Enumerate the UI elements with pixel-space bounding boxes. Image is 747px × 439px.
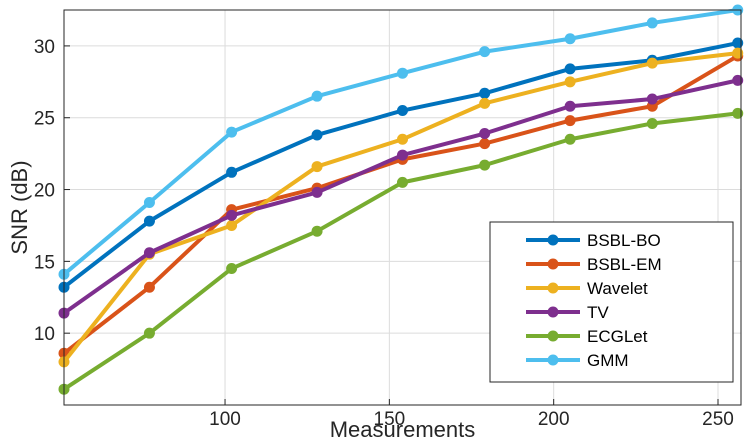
- data-point-gmm: [226, 126, 238, 138]
- data-point-tv: [646, 93, 658, 105]
- legend-entry-tv: TV: [526, 303, 609, 322]
- data-point-bsbl-bo: [143, 215, 155, 227]
- series-gmm: [58, 4, 744, 280]
- legend-label: BSBL-EM: [587, 255, 662, 274]
- data-point-ecglet: [143, 327, 155, 339]
- data-point-wavelet: [646, 57, 658, 69]
- data-point-ecglet: [479, 159, 491, 171]
- data-point-tv: [564, 100, 576, 112]
- legend-entry-gmm: GMM: [526, 351, 629, 370]
- series-tv: [58, 74, 744, 319]
- data-point-ecglet: [226, 263, 238, 275]
- data-point-gmm: [143, 196, 155, 208]
- data-point-wavelet: [311, 161, 323, 173]
- plot-frame: [63, 9, 742, 406]
- data-point-gmm: [646, 17, 658, 29]
- y-axis-label: SNR (dB): [7, 160, 32, 254]
- legend-label: Wavelet: [587, 279, 648, 298]
- legend-box: [489, 221, 734, 383]
- data-point-wavelet: [397, 133, 408, 145]
- legend-swatch-marker: [547, 354, 559, 366]
- legend-entry-ecglet: ECGLet: [526, 327, 648, 346]
- data-point-tv: [226, 209, 238, 221]
- data-point-bsbl-em: [479, 138, 491, 150]
- data-point-wavelet: [564, 76, 576, 88]
- legend-label: ECGLet: [587, 327, 648, 346]
- legend-label: GMM: [587, 351, 629, 370]
- data-point-gmm: [564, 33, 576, 45]
- legend-swatch-marker: [547, 330, 559, 342]
- data-point-tv: [479, 128, 491, 140]
- data-point-ecglet: [311, 225, 323, 237]
- legend-entry-bsbl-bo: BSBL-BO: [526, 231, 661, 250]
- legend-label: TV: [587, 303, 609, 322]
- series-ecglet: [58, 107, 744, 395]
- data-point-ecglet: [397, 176, 408, 188]
- x-tick-label: 250: [702, 409, 734, 430]
- data-point-tv: [732, 74, 744, 86]
- data-point-bsbl-bo: [226, 166, 238, 178]
- data-point-ecglet: [646, 117, 658, 129]
- x-tick-label: 100: [209, 409, 241, 430]
- x-tick-label: 150: [374, 409, 406, 430]
- legend-swatch-marker: [547, 306, 559, 318]
- data-point-bsbl-bo: [479, 87, 491, 99]
- data-point-bsbl-em: [143, 281, 155, 293]
- series-layer: [58, 4, 744, 395]
- data-point-tv: [397, 149, 408, 161]
- x-axis-label: Measurements: [330, 417, 476, 439]
- y-tick-label: 20: [34, 181, 55, 202]
- y-tick-label: 10: [34, 324, 55, 345]
- data-point-ecglet: [732, 107, 744, 119]
- data-point-wavelet: [226, 219, 238, 231]
- legend-swatch-marker: [547, 234, 559, 246]
- legend-entry-bsbl-em: BSBL-EM: [526, 255, 662, 274]
- y-tick-label: 15: [34, 252, 55, 273]
- data-point-tv: [143, 247, 155, 259]
- data-point-ecglet: [564, 133, 576, 145]
- data-point-tv: [311, 186, 323, 198]
- axis-ticks: 100 150 200 250 10 15 20 25 30: [34, 37, 734, 430]
- legend-swatch-marker: [547, 258, 559, 270]
- data-point-wavelet: [479, 97, 491, 109]
- data-point-gmm: [397, 67, 408, 79]
- legend-label: BSBL-BO: [587, 231, 661, 250]
- x-tick-label: 200: [538, 409, 570, 430]
- y-tick-label: 30: [34, 37, 55, 58]
- legend-swatch-marker: [547, 282, 559, 294]
- data-point-wavelet: [732, 47, 744, 59]
- data-point-bsbl-bo: [311, 129, 323, 141]
- data-point-gmm: [311, 90, 323, 102]
- data-point-bsbl-bo: [732, 37, 744, 49]
- data-point-bsbl-bo: [397, 105, 408, 117]
- y-tick-label: 25: [34, 109, 55, 130]
- data-point-gmm: [479, 46, 491, 58]
- legend: BSBL-BO BSBL-EM Wavelet TV ECGLet GMM: [489, 221, 734, 383]
- data-point-bsbl-em: [564, 115, 576, 127]
- legend-entry-wavelet: Wavelet: [526, 279, 648, 298]
- data-point-bsbl-bo: [564, 63, 576, 75]
